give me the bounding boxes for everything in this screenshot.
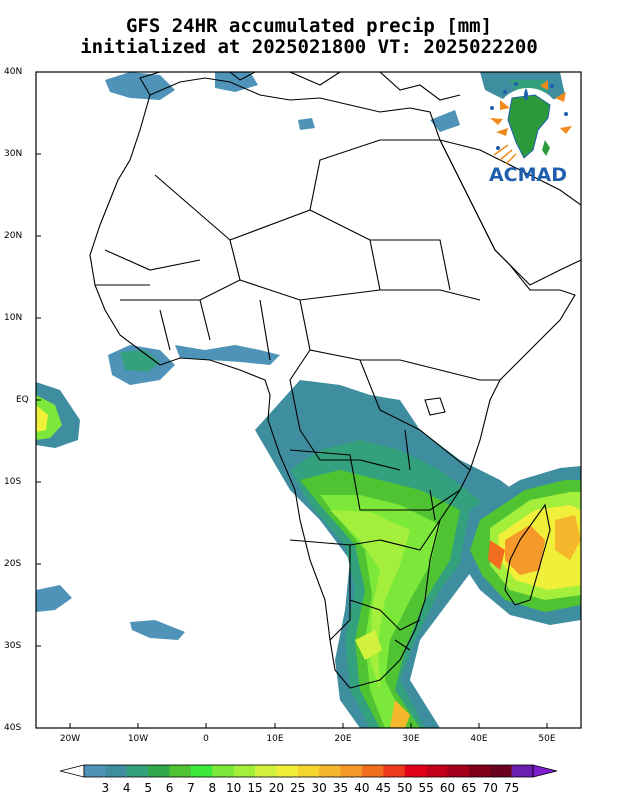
arabia-outline [438, 139, 581, 286]
colorbar [59, 764, 558, 778]
logo-text: ACMAD [488, 164, 568, 186]
colorbar-swatch [383, 765, 406, 777]
lat-label: 10N [4, 313, 23, 323]
lon-label: 50E [538, 734, 556, 744]
colorbar-swatch [468, 765, 491, 777]
lon-label: 0 [203, 734, 209, 744]
colorbar-swatch [361, 765, 384, 777]
colorbar-tick-label: 45 [375, 781, 391, 795]
colorbar-under-triangle [59, 764, 85, 778]
colorbar-tick-label: 3 [101, 781, 110, 795]
borders [95, 139, 500, 651]
colorbar-swatch [84, 765, 106, 777]
lat-label: EQ [16, 395, 29, 405]
colorbar-swatch [490, 765, 512, 777]
lake-tanganyika [404, 429, 411, 471]
colorbar-swatch [340, 765, 363, 777]
colorbar-swatch [190, 765, 213, 777]
colorbar-tick-label: 75 [503, 781, 520, 795]
lon-label: 20E [334, 734, 352, 744]
acmad-africa-logo-icon [490, 80, 572, 165]
colorbar-tick-label: 7 [187, 781, 195, 795]
lat-label: 10S [4, 477, 22, 487]
madagascar-outline [504, 503, 551, 606]
colorbar-outline [83, 764, 534, 778]
coastlines-borders [89, 72, 581, 689]
title-line-1: GFS 24HR accumulated precip [mm] [125, 15, 493, 37]
colorbar-swatch [148, 765, 170, 777]
axis-ticks [36, 71, 548, 729]
colorbar-tick-label: 4 [122, 781, 131, 795]
colorbar-tick-label: 65 [461, 781, 477, 795]
lake-victoria [424, 397, 446, 416]
colorbar-swatch [255, 765, 277, 777]
colorbar-swatch [297, 765, 320, 777]
colorbar-tick-label: 55 [418, 781, 434, 795]
colorbar-tick-label: 60 [439, 781, 456, 795]
lon-label: 40E [470, 734, 488, 744]
colorbar-tick-label: 30 [311, 781, 327, 795]
lon-label: 30E [402, 734, 420, 744]
precip-southern-africa [255, 380, 520, 728]
colorbar-tick-label: 40 [354, 781, 370, 795]
lat-label: 40N [4, 67, 23, 77]
lon-label: 10E [266, 734, 284, 744]
lat-label: 30N [4, 149, 23, 159]
colorbar-tick-label: 10 [226, 781, 242, 795]
precip-field [36, 72, 581, 728]
lat-label: 20N [4, 231, 23, 241]
colorbar-swatch [319, 765, 341, 777]
lat-label: 30S [4, 641, 22, 651]
colorbar-swatch [447, 765, 470, 777]
colorbar-swatch [126, 765, 149, 777]
colorbar-swatch [404, 765, 427, 777]
lat-label: 20S [4, 559, 22, 569]
colorbar-swatch [511, 765, 534, 777]
colorbar-tick-label: 25 [290, 781, 306, 795]
colorbar-tick-label: 5 [144, 781, 152, 795]
colorbar-swatch [426, 765, 448, 777]
colorbar-swatch [212, 765, 234, 777]
colorbar-tick-label: 35 [332, 781, 349, 795]
colorbar-tick-label: 15 [247, 781, 263, 795]
colorbar-tick-label: 50 [397, 781, 413, 795]
map-title: GFS 24HR accumulated precip [mm] initial… [0, 16, 618, 58]
precip-gulf-of-guinea [108, 345, 280, 385]
lat-label: 40S [4, 723, 22, 733]
colorbar-tick-label: 8 [208, 781, 217, 795]
africa-coastline [89, 77, 576, 689]
europe-coast [139, 72, 461, 101]
precip-madagascar [460, 466, 581, 625]
lake-malawi [429, 489, 436, 521]
colorbar-tick-label: 6 [165, 781, 174, 795]
colorbar-swatch [276, 765, 299, 777]
lon-label: 20W [59, 734, 81, 744]
title-line-2: initialized at 2025021800 VT: 2025022200 [80, 36, 538, 58]
colorbar-swatch [105, 765, 128, 777]
colorbar-swatch [169, 765, 192, 777]
colorbar-swatch [233, 765, 256, 777]
precip-equatorial-atlantic [36, 382, 185, 640]
colorbar-tick-label: 70 [482, 781, 498, 795]
lon-label: 10W [127, 734, 149, 744]
colorbar-tick-label: 20 [268, 781, 285, 795]
colorbar-over-triangle [532, 764, 558, 778]
